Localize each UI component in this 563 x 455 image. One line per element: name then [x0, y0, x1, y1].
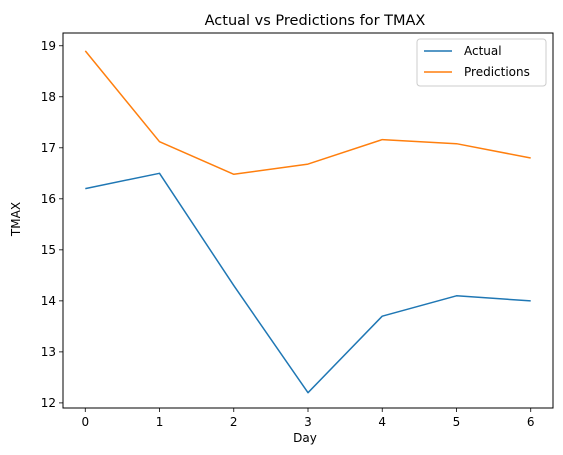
x-tick-label: 4 — [378, 415, 386, 429]
x-axis-label: Day — [293, 431, 317, 445]
y-tick-label: 12 — [41, 396, 56, 410]
x-tick-label: 2 — [230, 415, 238, 429]
x-tick-label: 6 — [527, 415, 535, 429]
y-tick-label: 13 — [41, 345, 56, 359]
legend: Actual Predictions — [416, 38, 547, 87]
series-lines — [84, 50, 531, 394]
chart-title: Actual vs Predictions for TMAX — [205, 13, 426, 29]
plot-frame — [62, 32, 554, 409]
series-line-actual — [85, 172, 531, 394]
x-tick-label: 3 — [304, 415, 312, 429]
y-tick-label: 18 — [41, 90, 56, 104]
legend-label: Actual — [464, 44, 502, 58]
x-tick-label: 0 — [81, 415, 89, 429]
x-axis-ticks: 0 1 2 3 4 5 6 — [81, 408, 535, 429]
series-line-predictions — [84, 50, 531, 176]
y-tick-label: 19 — [41, 39, 56, 53]
y-tick-label: 15 — [41, 243, 56, 257]
y-tick-label: 17 — [41, 141, 56, 155]
y-axis-ticks: 12 13 14 15 16 17 18 19 — [41, 39, 63, 410]
legend-label: Predictions — [464, 65, 530, 79]
y-tick-label: 14 — [41, 294, 56, 308]
y-axis-label: TMAX — [9, 202, 23, 237]
y-tick-label: 16 — [41, 192, 56, 206]
x-tick-label: 5 — [453, 415, 461, 429]
x-tick-label: 1 — [156, 415, 164, 429]
